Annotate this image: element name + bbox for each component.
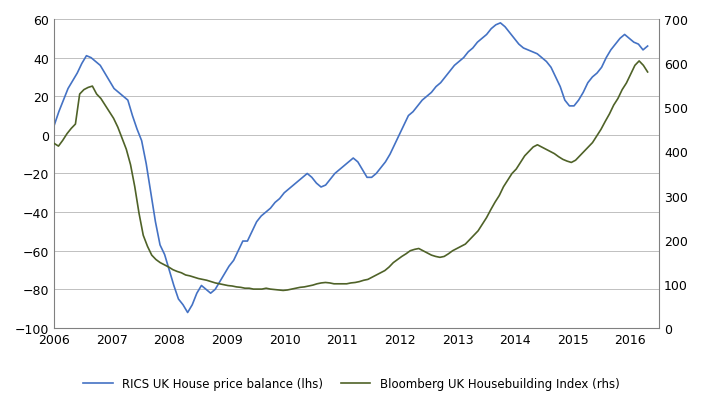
RICS UK House price balance (lhs) [363, 176, 371, 180]
Bloomberg UK Housebuilding Index (rhs) [559, 158, 567, 162]
RICS UK House price balance (lhs) [491, 23, 500, 28]
RICS UK House price balance (lhs) [183, 310, 192, 315]
RICS UK House price balance (lhs) [308, 176, 316, 180]
RICS UK House price balance (lhs) [643, 45, 652, 49]
RICS UK House price balance (lhs) [524, 49, 532, 53]
Bloomberg UK Housebuilding Index (rhs) [84, 86, 92, 91]
Bloomberg UK Housebuilding Index (rhs) [572, 158, 580, 163]
Bloomberg UK Housebuilding Index (rhs) [279, 288, 288, 293]
Bloomberg UK Housebuilding Index (rhs) [643, 70, 652, 75]
RICS UK House price balance (lhs) [446, 69, 454, 74]
Bloomberg UK Housebuilding Index (rhs) [635, 59, 643, 64]
RICS UK House price balance (lhs) [50, 124, 58, 128]
Bloomberg UK Housebuilding Index (rhs) [618, 88, 626, 93]
Bloomberg UK Housebuilding Index (rhs) [50, 142, 58, 146]
RICS UK House price balance (lhs) [216, 279, 224, 284]
Legend: RICS UK House price balance (lhs), Bloomberg UK Housebuilding Index (rhs): RICS UK House price balance (lhs), Bloom… [79, 373, 624, 395]
Line: RICS UK House price balance (lhs): RICS UK House price balance (lhs) [54, 24, 647, 313]
RICS UK House price balance (lhs) [496, 21, 505, 26]
Line: Bloomberg UK Housebuilding Index (rhs): Bloomberg UK Housebuilding Index (rhs) [54, 62, 647, 291]
Bloomberg UK Housebuilding Index (rhs) [245, 286, 253, 291]
Bloomberg UK Housebuilding Index (rhs) [54, 144, 63, 149]
